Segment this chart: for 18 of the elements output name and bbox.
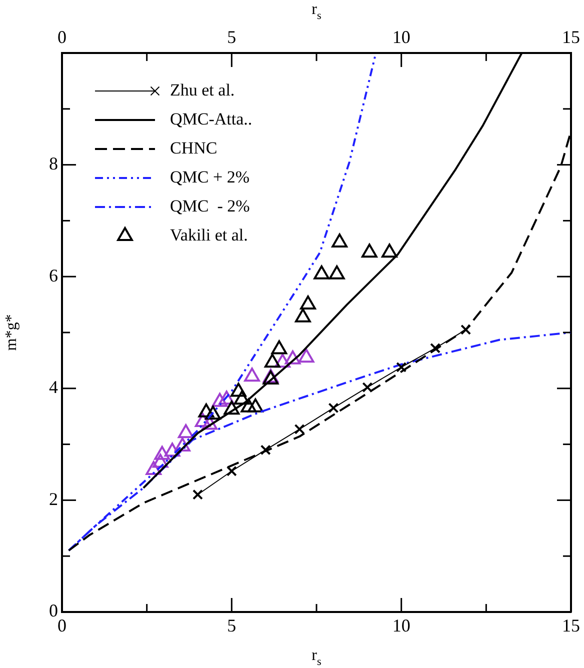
y-tick-label: 8 [49, 154, 58, 174]
x-tick-label: 5 [227, 616, 236, 636]
legend-label: QMC-Atta.. [170, 109, 252, 128]
y-tick-label: 4 [49, 377, 58, 398]
x2-tick-label: 15 [562, 26, 580, 47]
x2-tick-label: 10 [392, 26, 410, 47]
legend-label: QMC + 2% [170, 167, 250, 186]
legend-label: Zhu et al. [170, 80, 235, 100]
y-axis-title: m*g* [2, 314, 20, 351]
legend-label: Vakili et al. [170, 225, 248, 244]
x-tick-label: 15 [562, 616, 580, 636]
x-tick-label: 10 [392, 616, 410, 636]
y-tick-label: 0 [49, 600, 58, 621]
x2-tick-label: 5 [227, 26, 236, 47]
y-tick-label: 6 [49, 265, 58, 286]
y-tick-label: 2 [49, 488, 58, 509]
legend-label: CHNC [170, 138, 218, 158]
legend-label: QMC - 2% [170, 196, 250, 216]
